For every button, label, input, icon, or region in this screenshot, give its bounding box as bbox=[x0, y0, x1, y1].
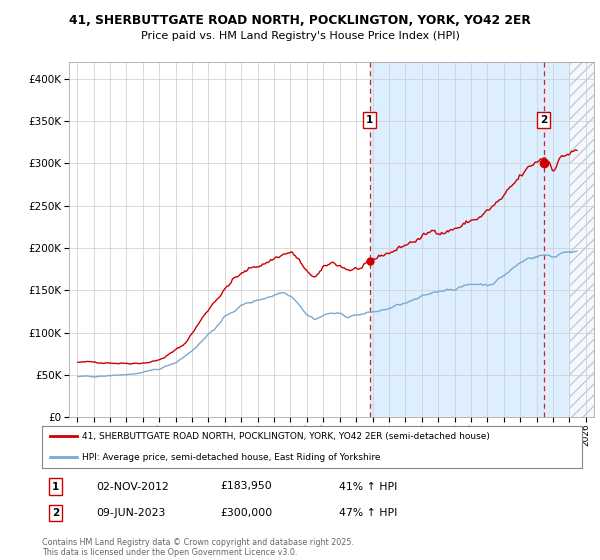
Text: 47% ↑ HPI: 47% ↑ HPI bbox=[339, 508, 397, 518]
Text: 02-NOV-2012: 02-NOV-2012 bbox=[96, 482, 169, 492]
Text: £183,950: £183,950 bbox=[220, 482, 272, 492]
Text: Contains HM Land Registry data © Crown copyright and database right 2025.
This d: Contains HM Land Registry data © Crown c… bbox=[42, 538, 354, 557]
Text: Price paid vs. HM Land Registry's House Price Index (HPI): Price paid vs. HM Land Registry's House … bbox=[140, 31, 460, 41]
Bar bbox=[569, 62, 594, 417]
Text: 1: 1 bbox=[366, 115, 374, 125]
Text: HPI: Average price, semi-detached house, East Riding of Yorkshire: HPI: Average price, semi-detached house,… bbox=[83, 452, 381, 461]
Bar bbox=[569, 62, 594, 417]
Text: 41% ↑ HPI: 41% ↑ HPI bbox=[339, 482, 397, 492]
Text: £300,000: £300,000 bbox=[220, 508, 272, 518]
Text: 1: 1 bbox=[52, 482, 59, 492]
Text: 2: 2 bbox=[540, 115, 547, 125]
Text: 41, SHERBUTTGATE ROAD NORTH, POCKLINGTON, YORK, YO42 2ER (semi-detached house): 41, SHERBUTTGATE ROAD NORTH, POCKLINGTON… bbox=[83, 432, 490, 441]
Bar bbox=[569, 62, 594, 417]
Text: 09-JUN-2023: 09-JUN-2023 bbox=[96, 508, 166, 518]
Text: 2: 2 bbox=[52, 508, 59, 518]
Text: 41, SHERBUTTGATE ROAD NORTH, POCKLINGTON, YORK, YO42 2ER: 41, SHERBUTTGATE ROAD NORTH, POCKLINGTON… bbox=[69, 14, 531, 27]
Bar bbox=[370, 62, 594, 417]
